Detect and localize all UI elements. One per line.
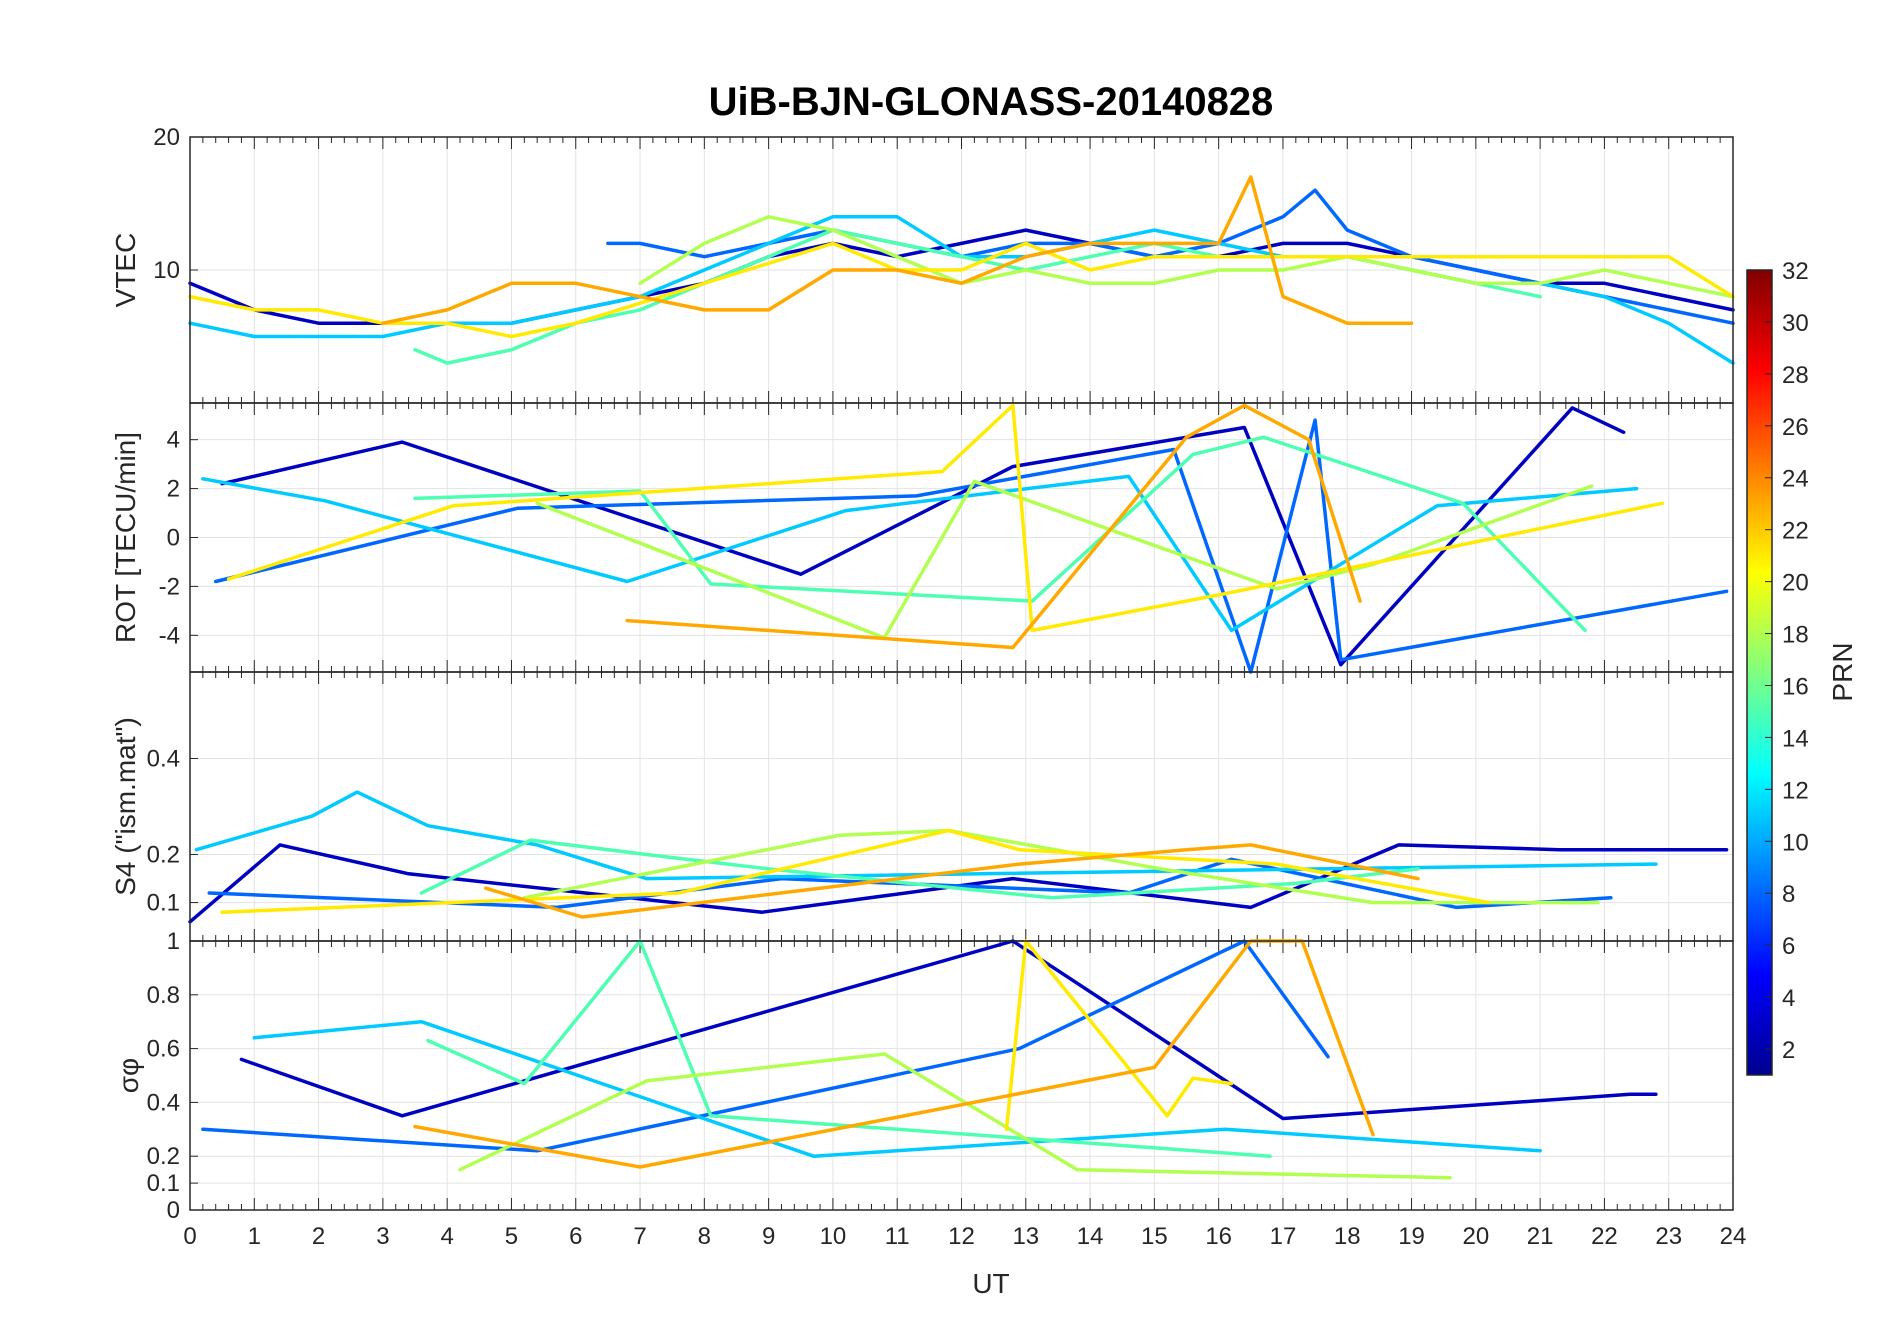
x-tick-label: 8 [698, 1223, 711, 1250]
y-tick-label: 1 [167, 928, 180, 955]
y-tick-label: 0.6 [147, 1036, 180, 1063]
y-tick-label: 0.4 [147, 1089, 180, 1116]
series-line-prn-23 [413, 939, 1375, 1169]
colorbar-tick-label: 26 [1782, 414, 1809, 441]
x-tick-label: 21 [1527, 1223, 1554, 1250]
panel-sigma_phi: 00.10.2 0.4 0.6 0.8 1 σφ [113, 928, 1734, 1224]
series-line-prn-8 [213, 418, 1729, 674]
colorbar-tick-label: 8 [1782, 881, 1795, 908]
x-tick-label: 12 [948, 1223, 975, 1250]
colorbar-gradient [1746, 269, 1773, 1076]
x-tick-label: 18 [1334, 1223, 1361, 1250]
series-line-prn-3 [188, 843, 1729, 924]
y-tick-label: 2 [167, 476, 180, 503]
x-tick-label: 1 [248, 1223, 261, 1250]
y-tick-label: 0.8 [147, 982, 180, 1009]
colorbar-tick-label: 2 [1782, 1037, 1795, 1064]
x-tick-label: 2 [312, 1223, 325, 1250]
colorbar-tick-label: 16 [1782, 673, 1809, 700]
x-tick-label: 10 [820, 1223, 847, 1250]
colorbar-tick-label: 20 [1782, 570, 1809, 597]
x-tick-label: 23 [1655, 1223, 1682, 1250]
y-tick-label: 20 [153, 124, 180, 151]
colorbar-tick-label: 32 [1782, 258, 1809, 285]
series-line-prn-8 [201, 939, 1330, 1153]
y-tick-label: -2 [159, 573, 180, 600]
series-line-prn-15 [419, 838, 1420, 900]
series-line-prn-3 [220, 406, 1626, 667]
x-tick-label: 3 [376, 1223, 389, 1250]
x-axis-label: UT [972, 1268, 1009, 1299]
series-line-prn-23 [483, 843, 1420, 919]
y-tick-label: 4 [167, 427, 180, 454]
x-tick-label: 20 [1462, 1223, 1489, 1250]
colorbar-label: PRN [1827, 642, 1858, 701]
x-tick-label: 13 [1012, 1223, 1039, 1250]
y-axis-label: σφ [113, 1058, 144, 1093]
colorbar-tick-label: 22 [1782, 518, 1809, 545]
y-tick-label: 0.4 [147, 745, 180, 772]
series-line-prn-21 [226, 403, 1665, 633]
x-tick-label: 0 [183, 1223, 196, 1250]
x-tick-label: 4 [440, 1223, 453, 1250]
x-tick-label: 14 [1077, 1223, 1104, 1250]
x-tick-label: 22 [1591, 1223, 1618, 1250]
panel-frame [189, 940, 1734, 1211]
y-tick-label: 10 [153, 257, 180, 284]
series-line-prn-23 [625, 403, 1362, 650]
panel-s4: 0.1 0.2 0.4S4 ("ism.mat") [110, 671, 1734, 942]
series-line-prn-18 [522, 828, 1600, 905]
colorbar-tick-label: 10 [1782, 829, 1809, 856]
x-tick-label: 15 [1141, 1223, 1168, 1250]
x-tick-label: 16 [1205, 1223, 1232, 1250]
series-line-prn-15 [413, 435, 1587, 633]
colorbar-tick-label: 30 [1782, 310, 1809, 337]
y-tick-label: 0.1 [147, 890, 180, 917]
panel-vtec: 10 20 VTEC [110, 124, 1735, 404]
x-tick-label: 7 [633, 1223, 646, 1250]
y-axis-label: S4 ("ism.mat") [110, 717, 141, 896]
series-line-prn-21 [188, 241, 1735, 339]
colorbar-tick-label: 18 [1782, 622, 1809, 649]
series-line-prn-18 [535, 479, 1594, 640]
series-line-prn-21 [220, 828, 1491, 914]
colorbar-tick-label: 24 [1782, 466, 1809, 493]
x-tick-label: 17 [1270, 1223, 1297, 1250]
x-tick-label: 24 [1720, 1223, 1747, 1250]
x-tick-label: 11 [885, 1223, 910, 1250]
x-tick-label: 19 [1398, 1223, 1425, 1250]
colorbar-tick-label: 14 [1782, 725, 1809, 752]
x-tick-label: 5 [505, 1223, 518, 1250]
y-axis-label: ROT [TECU/min] [110, 432, 141, 643]
y-tick-label: -4 [159, 622, 180, 649]
series-line-prn-23 [381, 175, 1414, 325]
y-tick-label: 0.1 [147, 1170, 180, 1197]
x-tick-label: 9 [762, 1223, 775, 1250]
y-tick-label: 0.2 [147, 1143, 180, 1170]
panel-rot: -4 -2 0 2 4 ROT [TECU/min] [110, 402, 1734, 674]
y-tick-label: 0.2 [147, 842, 180, 869]
chart-title: UiB-BJN-GLONASS-20140828 [709, 80, 1274, 124]
x-tick-label: 6 [569, 1223, 582, 1250]
colorbar-tick-label: 4 [1782, 985, 1795, 1012]
colorbar-tick-label: 12 [1782, 777, 1809, 804]
series-line-prn-21 [1004, 939, 1234, 1132]
colorbar-tick-label: 28 [1782, 362, 1809, 389]
y-axis-label: VTEC [110, 233, 141, 308]
colorbar-tick-label: 6 [1782, 933, 1795, 960]
y-tick-label: 0 [167, 525, 180, 552]
series-line-prn-11 [201, 474, 1639, 633]
series-line-prn-18 [458, 1052, 1452, 1180]
series-line-prn-18 [638, 215, 1735, 299]
series-line-prn-11 [252, 1019, 1542, 1158]
series-line-prn-3 [239, 939, 1658, 1121]
y-tick-label: 0 [167, 1197, 180, 1224]
series-line-prn-11 [194, 790, 1658, 881]
